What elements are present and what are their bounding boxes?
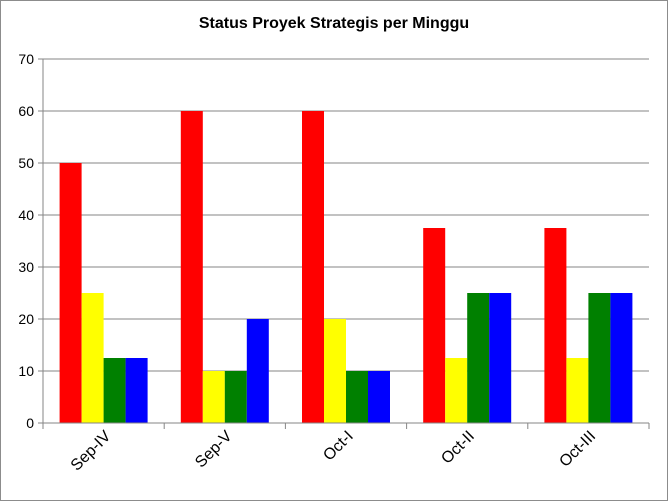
x-category-label-Oct-I: Oct-I (320, 428, 357, 465)
bar-Oct-I-series-3 (346, 371, 368, 423)
y-tick-label-20: 20 (18, 311, 34, 327)
bar-Oct-III-series-1 (544, 228, 567, 423)
y-tick-label-70: 70 (18, 51, 34, 67)
bar-Oct-III-series-3 (588, 293, 611, 423)
bar-Oct-I-series-1 (302, 111, 324, 423)
x-category-label-Oct-III: Oct-III (556, 428, 599, 471)
y-tick-label-10: 10 (18, 363, 34, 379)
bar-Sep-IV-series-1 (59, 163, 82, 423)
bar-Sep-V-series-2 (202, 371, 225, 423)
bar-Sep-V-series-4 (246, 319, 269, 423)
bar-Oct-II-series-2 (445, 358, 468, 423)
y-tick-label-50: 50 (18, 155, 34, 171)
bar-Sep-IV-series-3 (103, 358, 126, 423)
bar-Sep-IV-series-2 (81, 293, 104, 423)
bar-Oct-II-series-4 (489, 293, 512, 423)
bar-Sep-V-series-1 (180, 111, 203, 423)
y-tick-label-0: 0 (26, 415, 34, 431)
bar-Oct-III-series-4 (610, 293, 633, 423)
bar-Oct-I-series-4 (368, 371, 390, 423)
y-tick-label-40: 40 (18, 207, 34, 223)
bar-Oct-II-series-3 (467, 293, 490, 423)
y-tick-label-30: 30 (18, 259, 34, 275)
chart-title: Status Proyek Strategis per Minggu (198, 15, 470, 32)
y-tick-label-60: 60 (18, 103, 34, 119)
bar-Oct-III-series-2 (566, 358, 589, 423)
bar-Sep-V-series-3 (224, 371, 247, 423)
bar-Oct-II-series-1 (423, 228, 446, 423)
bar-Sep-IV-series-4 (125, 358, 148, 423)
x-category-label-Sep-IV: Sep-IV (68, 428, 115, 475)
x-category-label-Sep-V: Sep-V (192, 428, 236, 472)
bars (59, 111, 633, 423)
x-category-label-Oct-II: Oct-II (438, 428, 478, 468)
bar-Oct-I-series-2 (324, 319, 346, 423)
